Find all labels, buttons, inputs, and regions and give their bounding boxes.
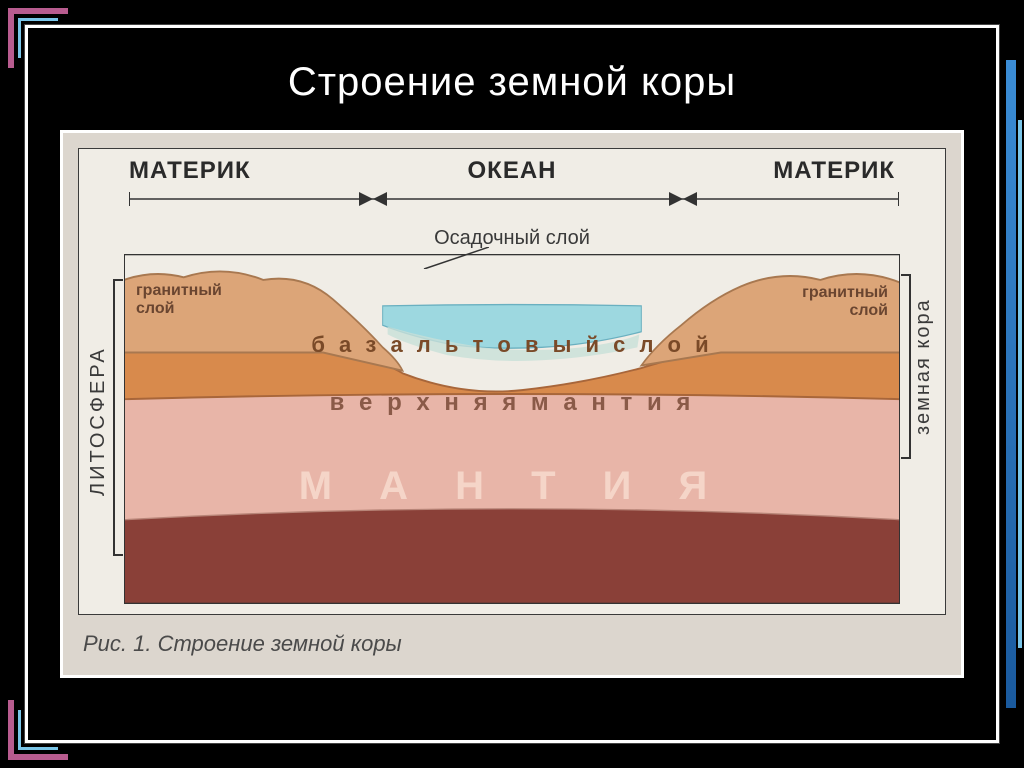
granite-right-line1: гранитный bbox=[802, 284, 888, 302]
slide-title: Строение земной коры bbox=[0, 60, 1024, 105]
layers-svg bbox=[124, 254, 900, 604]
granite-label-left: гранитный слой bbox=[136, 282, 222, 317]
bracket-right-icon bbox=[901, 274, 911, 459]
region-left: МАТЕРИК bbox=[129, 157, 251, 185]
region-arrows bbox=[129, 189, 899, 209]
diagram: МАТЕРИК ОКЕАН МАТЕРИК Осадочный слой ЛИТ… bbox=[78, 148, 946, 615]
basalt-label: б а з а л ь т о в ы й с л о й bbox=[124, 332, 900, 358]
cross-section: гранитный слой гранитный слой б а з а л … bbox=[124, 254, 900, 604]
lithosphere-label: ЛИТОСФЕРА bbox=[87, 289, 112, 554]
upper-mantle-label: в е р х н я я м а н т и я bbox=[124, 389, 900, 417]
accent-bar-right bbox=[1006, 60, 1016, 708]
granite-left-line1: гранитный bbox=[136, 282, 222, 300]
sediment-label: Осадочный слой bbox=[79, 227, 945, 250]
granite-right-line2: слой bbox=[802, 302, 888, 320]
accent-bar-right-thin bbox=[1018, 120, 1022, 648]
region-labels: МАТЕРИК ОКЕАН МАТЕРИК bbox=[129, 157, 895, 185]
bracket-left-icon bbox=[113, 279, 123, 556]
region-center: ОКЕАН bbox=[468, 157, 557, 185]
granite-left-line2: слой bbox=[136, 300, 222, 318]
diagram-container: МАТЕРИК ОКЕАН МАТЕРИК Осадочный слой ЛИТ… bbox=[60, 130, 964, 678]
crust-label: земная кора bbox=[912, 279, 937, 454]
mantle-label: М А Н Т И Я bbox=[124, 464, 900, 509]
granite-label-right: гранитный слой bbox=[802, 284, 888, 319]
figure-caption: Рис. 1. Строение земной коры bbox=[83, 631, 402, 657]
region-right: МАТЕРИК bbox=[773, 157, 895, 185]
